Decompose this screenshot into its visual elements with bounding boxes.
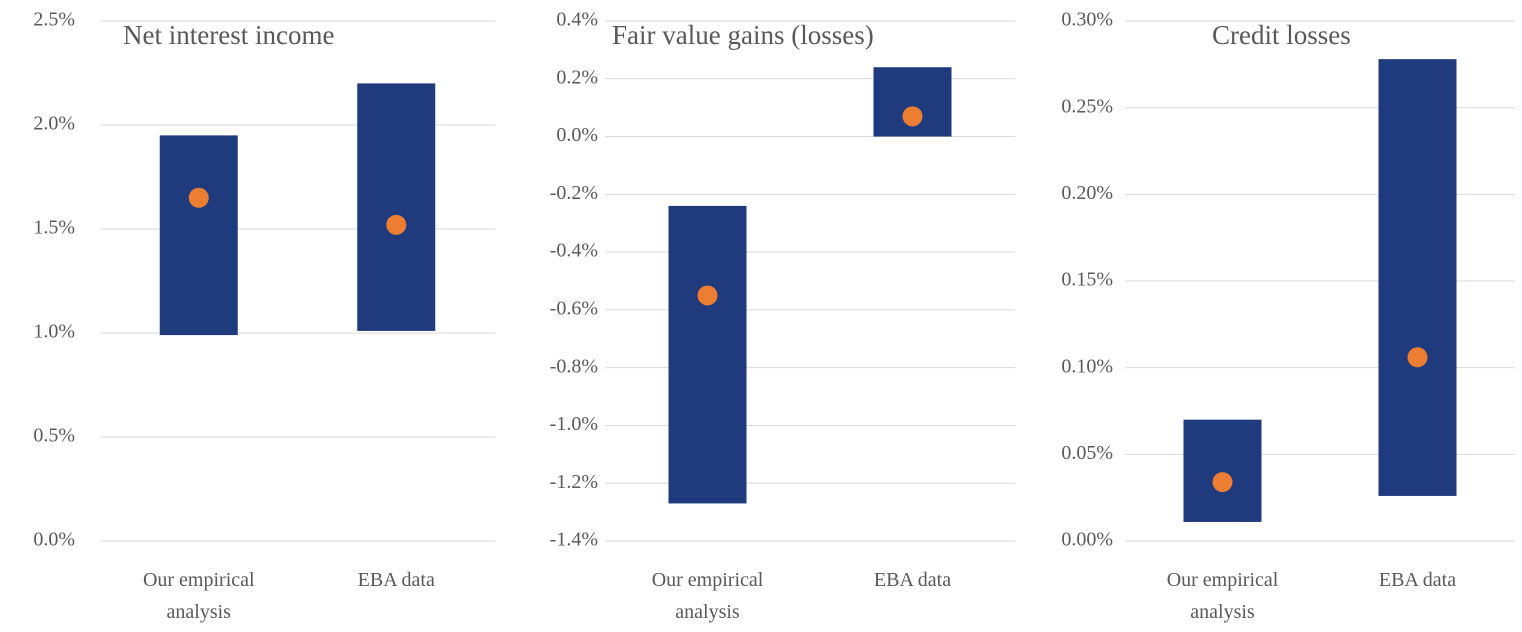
point-marker <box>902 106 923 127</box>
y-tick-label: 0.00% <box>1061 529 1113 551</box>
y-tick-label: 0.30% <box>1061 9 1113 31</box>
y-tick-label: -0.8% <box>550 355 598 377</box>
x-tick-label: EBA data <box>357 569 435 591</box>
x-tick-label-box: Our empirical analysis <box>651 569 764 623</box>
y-tick-label: 0.05% <box>1061 442 1113 464</box>
x-tick-label: EBA data <box>1378 569 1457 591</box>
y-tick-label: -1.2% <box>550 471 598 493</box>
range-bar <box>668 205 747 504</box>
x-tick-label-box: Our empirical analysis <box>142 569 255 623</box>
y-tick-label: 1.5% <box>33 217 75 239</box>
x-tick-label-box: EBA data <box>357 569 435 591</box>
y-tick-label: 1.0% <box>33 321 75 343</box>
x-tick-label: Our empirical analysis <box>1166 569 1279 623</box>
x-tick-label-box: Our empirical analysis <box>1166 569 1279 623</box>
chart-title: Credit losses <box>1212 20 1351 50</box>
chart-title: Fair value gains (losses) <box>612 20 874 50</box>
x-tick-label-box: EBA data <box>873 569 952 591</box>
y-tick-label: 0.10% <box>1061 355 1113 377</box>
range-bar <box>1378 59 1457 496</box>
range-bar <box>159 135 238 336</box>
y-tick-label: 0.15% <box>1061 269 1113 291</box>
y-tick-label: 0.25% <box>1061 95 1113 117</box>
chart-title: Net interest income <box>123 20 334 50</box>
y-tick-label: 0.0% <box>33 529 75 551</box>
x-tick-label: Our empirical analysis <box>651 569 764 623</box>
y-tick-label: -1.0% <box>550 413 598 435</box>
range-bar <box>357 83 436 331</box>
point-marker <box>188 187 209 208</box>
y-tick-label: -0.4% <box>550 240 598 262</box>
point-marker <box>697 285 718 306</box>
point-marker <box>1407 347 1428 368</box>
y-tick-label: 0.2% <box>556 66 598 88</box>
y-tick-label: 0.5% <box>33 425 75 447</box>
y-tick-label: 0.0% <box>556 124 598 146</box>
y-tick-label: 2.0% <box>33 113 75 135</box>
range-bar <box>1183 419 1262 522</box>
y-tick-label: 0.4% <box>556 9 598 31</box>
y-tick-label: 0.20% <box>1061 182 1113 204</box>
x-tick-label: EBA data <box>873 569 952 591</box>
y-tick-label: 2.5% <box>33 9 75 31</box>
point-marker <box>386 214 407 235</box>
x-tick-label: Our empirical analysis <box>142 569 255 623</box>
y-tick-label: -0.2% <box>550 182 598 204</box>
y-tick-label: -0.6% <box>550 297 598 319</box>
x-tick-label-box: EBA data <box>1378 569 1457 591</box>
y-tick-label: -1.4% <box>550 529 598 551</box>
point-marker <box>1212 472 1233 493</box>
